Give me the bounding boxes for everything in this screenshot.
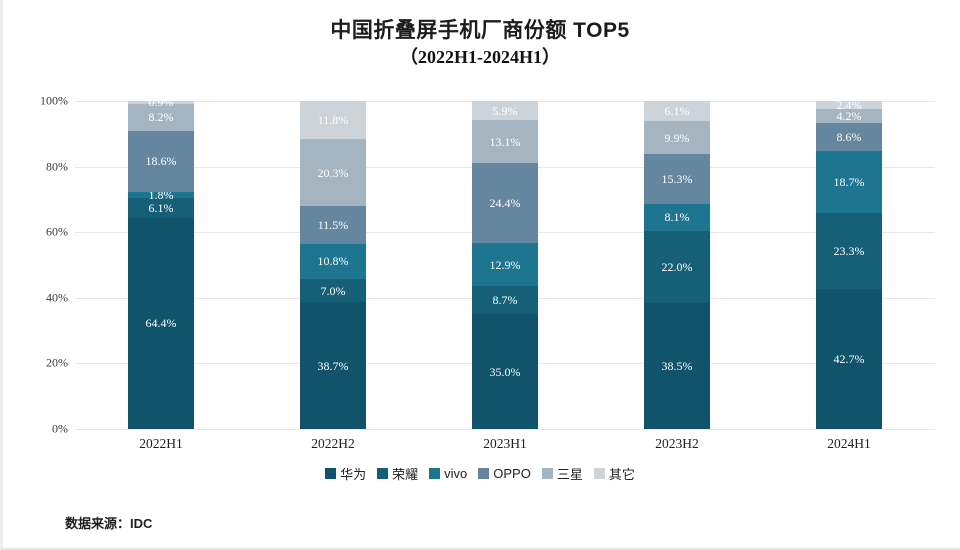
legend-item-OPPO: OPPO bbox=[478, 466, 531, 481]
bar-segment-vivo-2023H2 bbox=[644, 204, 710, 231]
chart-subtitle: （2022H1-2024H1） bbox=[400, 47, 560, 67]
bar-2022H1: 64.4% 6.1% 1.8% 18.6% 8.2% 0.9% bbox=[128, 96, 194, 429]
bar-2024H1: 42.7% 23.3% 18.7% 8.6% 4.2% 2.4% bbox=[816, 99, 882, 429]
bar-2023H1: 35.0% 8.7% 12.9% 24.4% 13.1% 5.9% bbox=[472, 101, 538, 429]
legend-label-vivo: vivo bbox=[444, 466, 468, 481]
legend-item-三星: 三星 bbox=[541, 464, 583, 483]
x-axis-label-2022H2: 2022H2 bbox=[311, 436, 355, 451]
bar-segment-OPPO-2023H1 bbox=[472, 163, 538, 244]
bar-segment-华为-2022H1 bbox=[128, 217, 194, 429]
y-tick-label: 20% bbox=[46, 355, 68, 370]
bar-segment-三星-2022H1 bbox=[128, 103, 194, 131]
bar-segment-华为-2023H1 bbox=[472, 314, 538, 429]
bar-2022H2: 38.7% 7.0% 10.8% 11.5% 20.3% 11.8% bbox=[300, 100, 366, 429]
legend-item-其它: 其它 bbox=[593, 464, 635, 483]
plot-area: 64.4% 6.1% 1.8% 18.6% 8.2% 0.9% 38.7% 7.0% 10.8%… bbox=[75, 96, 935, 430]
legend-swatch-其它 bbox=[593, 468, 605, 479]
bar-segment-vivo-2024H1 bbox=[816, 151, 882, 213]
legend-item-vivo: vivo bbox=[429, 466, 467, 481]
x-axis-label-2024H1: 2024H1 bbox=[827, 436, 871, 451]
y-tick-label: 100% bbox=[40, 93, 68, 108]
legend-label-华为: 华为 bbox=[340, 467, 367, 482]
bar-segment-OPPO-2024H1 bbox=[816, 122, 882, 152]
legend-item-荣耀: 荣耀 bbox=[377, 464, 418, 483]
legend-swatch-vivo bbox=[429, 468, 441, 479]
bar-segment-华为-2024H1 bbox=[816, 288, 882, 429]
legend-label-OPPO: OPPO bbox=[493, 466, 531, 481]
legend-label-其它: 其它 bbox=[608, 467, 635, 482]
y-tick-label: 0% bbox=[52, 421, 68, 436]
chart-title: 中国折叠屏手机厂商份额 TOP5 bbox=[330, 19, 630, 42]
legend-swatch-华为 bbox=[325, 468, 337, 479]
y-tick-label: 80% bbox=[46, 159, 68, 174]
bar-segment-荣耀-2023H1 bbox=[472, 285, 538, 315]
bar-segment-华为-2022H2 bbox=[300, 302, 366, 429]
bar-segment-荣耀-2022H2 bbox=[300, 279, 366, 303]
legend-swatch-三星 bbox=[541, 468, 553, 479]
legend-label-荣耀: 荣耀 bbox=[392, 467, 419, 482]
bar-segment-三星-2024H1 bbox=[816, 109, 882, 123]
bar-segment-OPPO-2022H2 bbox=[300, 205, 366, 244]
bar-segment-其它-2024H1 bbox=[816, 101, 882, 110]
gridline-0 bbox=[75, 429, 935, 430]
x-axis-label-2023H2: 2023H2 bbox=[655, 436, 699, 451]
legend-label-三星: 三星 bbox=[556, 467, 583, 482]
bar-segment-三星-2023H2 bbox=[644, 121, 710, 154]
bar-segment-OPPO-2023H2 bbox=[644, 153, 710, 204]
bar-segment-vivo-2022H2 bbox=[300, 243, 366, 280]
bar-segment-其它-2023H1 bbox=[472, 101, 538, 121]
legend-item-华为: 华为 bbox=[325, 464, 366, 483]
legend-swatch-OPPO bbox=[478, 468, 490, 479]
x-axis-label-2022H1: 2022H1 bbox=[139, 436, 183, 451]
x-axis-label-2023H1: 2023H1 bbox=[483, 436, 527, 451]
bar-segment-荣耀-2024H1 bbox=[816, 212, 882, 289]
bar-segment-其它-2022H1 bbox=[128, 101, 194, 104]
bar-segment-其它-2022H2 bbox=[300, 100, 366, 140]
bar-segment-OPPO-2022H1 bbox=[128, 130, 194, 192]
legend-swatch-荣耀 bbox=[377, 468, 389, 479]
legend: 华为 荣耀 vivo OPPO 三星 其它 bbox=[0, 464, 960, 483]
bar-2023H2: 38.5% 22.0% 8.1% 15.3% 9.9% 6.1% bbox=[644, 101, 710, 429]
y-tick-label: 40% bbox=[46, 290, 68, 305]
bar-segment-华为-2023H2 bbox=[644, 302, 710, 429]
bar-segment-三星-2023H1 bbox=[472, 120, 538, 164]
bar-segment-三星-2022H2 bbox=[300, 139, 366, 206]
data-source-note: 数据来源：IDC bbox=[65, 516, 153, 531]
bar-segment-vivo-2022H1 bbox=[128, 191, 194, 198]
y-tick-label: 60% bbox=[46, 224, 68, 239]
bar-segment-荣耀-2023H2 bbox=[644, 230, 710, 303]
bar-segment-荣耀-2022H1 bbox=[128, 197, 194, 218]
bar-segment-其它-2023H2 bbox=[644, 101, 710, 122]
bar-segment-vivo-2023H1 bbox=[472, 243, 538, 286]
